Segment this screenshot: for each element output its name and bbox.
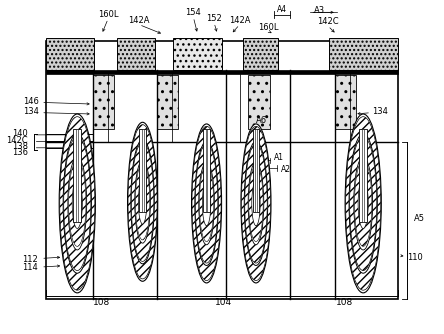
Text: 140: 140 [12, 129, 28, 138]
Ellipse shape [192, 126, 221, 281]
Ellipse shape [131, 142, 154, 262]
Text: A2: A2 [281, 165, 291, 174]
Ellipse shape [135, 160, 151, 243]
Text: 142C: 142C [6, 136, 28, 145]
Ellipse shape [191, 124, 222, 283]
Text: 112: 112 [23, 255, 38, 264]
Bar [46, 41, 398, 300]
Ellipse shape [63, 134, 91, 273]
Bar [73, 129, 81, 222]
Text: 110: 110 [407, 253, 423, 262]
Ellipse shape [245, 144, 267, 263]
Text: A1: A1 [274, 153, 283, 162]
Text: 134: 134 [24, 107, 40, 116]
Ellipse shape [72, 178, 82, 228]
Ellipse shape [135, 164, 150, 240]
Bar [46, 38, 94, 70]
Text: 152: 152 [206, 14, 222, 23]
Ellipse shape [349, 136, 377, 271]
Ellipse shape [195, 144, 218, 263]
Text: 114: 114 [23, 263, 38, 272]
Ellipse shape [358, 178, 368, 228]
Ellipse shape [244, 141, 268, 266]
Text: 134: 134 [372, 107, 388, 116]
Ellipse shape [127, 122, 158, 281]
Bar [117, 38, 155, 70]
Ellipse shape [345, 117, 381, 290]
Bar [255, 129, 257, 212]
Ellipse shape [345, 114, 381, 293]
Text: 154: 154 [186, 8, 201, 17]
Ellipse shape [252, 181, 260, 226]
Text: A3: A3 [313, 6, 325, 15]
Text: 142C: 142C [317, 17, 339, 26]
Ellipse shape [354, 157, 373, 250]
Bar [142, 129, 143, 212]
Bar [46, 70, 398, 74]
Bar [93, 75, 114, 129]
Ellipse shape [249, 165, 263, 241]
Bar [174, 38, 222, 70]
Text: A5: A5 [414, 214, 425, 223]
Ellipse shape [59, 114, 95, 293]
Text: 142A: 142A [128, 16, 150, 25]
Bar [157, 75, 178, 129]
Text: 160L: 160L [98, 10, 119, 19]
Ellipse shape [60, 117, 95, 290]
Bar [253, 129, 259, 212]
Bar [334, 75, 356, 129]
Bar [139, 129, 146, 212]
Text: 148: 148 [249, 159, 264, 168]
Ellipse shape [68, 161, 86, 246]
Ellipse shape [248, 162, 264, 245]
Bar [362, 129, 365, 222]
Ellipse shape [242, 126, 270, 281]
Text: 104: 104 [215, 298, 232, 307]
Ellipse shape [195, 141, 218, 266]
Text: 150: 150 [198, 159, 214, 168]
Ellipse shape [63, 136, 91, 271]
Bar [329, 38, 398, 70]
Ellipse shape [202, 181, 211, 226]
Ellipse shape [139, 179, 147, 224]
Ellipse shape [241, 124, 271, 283]
Ellipse shape [199, 165, 214, 241]
Text: 160L: 160L [258, 23, 278, 32]
Text: 108: 108 [336, 298, 353, 307]
Text: 142A: 142A [229, 16, 250, 25]
Ellipse shape [68, 157, 87, 250]
Ellipse shape [131, 140, 154, 264]
Ellipse shape [354, 161, 372, 246]
Ellipse shape [199, 162, 214, 245]
Ellipse shape [128, 125, 157, 279]
Text: 146: 146 [24, 97, 40, 106]
Ellipse shape [349, 134, 377, 273]
Text: 148: 148 [135, 159, 151, 168]
Text: 108: 108 [92, 298, 110, 307]
Bar [203, 129, 210, 212]
Bar [206, 129, 207, 212]
Text: A4: A4 [277, 5, 287, 14]
Bar [359, 129, 367, 222]
Bar [243, 38, 278, 70]
Text: 138: 138 [12, 142, 28, 151]
Bar [76, 129, 79, 222]
Text: 136: 136 [12, 148, 28, 157]
Text: A6: A6 [256, 116, 267, 125]
Bar [249, 75, 270, 129]
